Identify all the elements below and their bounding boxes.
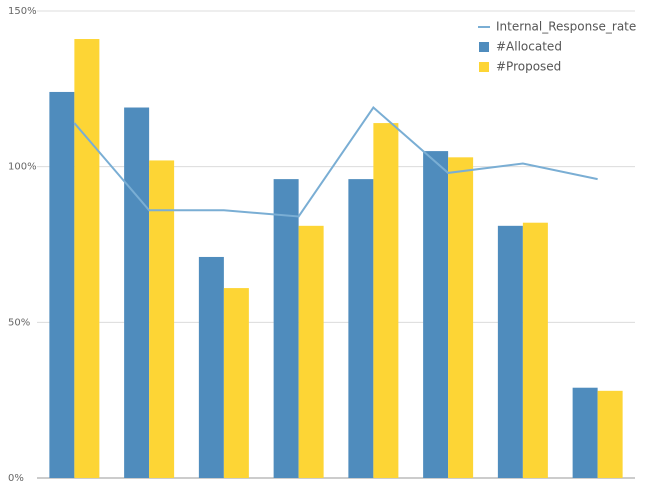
bar	[149, 160, 175, 478]
bar	[572, 387, 598, 478]
bar	[298, 225, 324, 478]
bar	[373, 123, 399, 478]
bar	[273, 179, 299, 478]
y-tick-label: 150%	[8, 6, 37, 17]
bar	[597, 390, 623, 478]
y-tick-label: 50%	[8, 317, 30, 328]
bar	[198, 256, 224, 478]
y-tick-label: 0%	[8, 473, 24, 484]
bar	[497, 225, 523, 478]
legend-label: Internal_Response_rate	[496, 20, 636, 34]
bar	[448, 157, 474, 478]
bar	[124, 107, 150, 478]
bar	[423, 151, 449, 478]
legend-label: #Allocated	[496, 40, 562, 54]
bar	[74, 39, 100, 479]
y-tick-label: 100%	[8, 162, 37, 173]
legend-swatch	[479, 62, 489, 72]
bar	[49, 91, 75, 479]
line	[73, 106, 598, 218]
bar	[223, 288, 249, 478]
bar	[522, 222, 548, 478]
bar	[348, 179, 374, 478]
legend-label: #Proposed	[496, 60, 561, 74]
legend-swatch	[479, 42, 489, 52]
